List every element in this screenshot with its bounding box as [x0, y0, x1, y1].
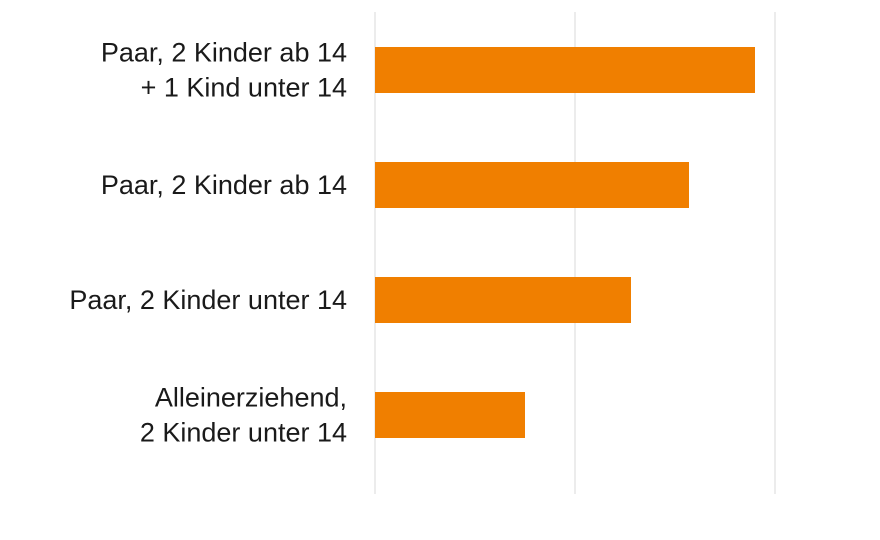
- category-label: Paar, 2 Kinder unter 14: [69, 285, 347, 315]
- category-label: 2 Kinder unter 14: [140, 418, 347, 448]
- bar: [375, 277, 631, 323]
- category-labels: Paar, 2 Kinder ab 14 + 1 Kind unter 14 Paa…: [69, 38, 347, 448]
- category-label: Alleinerziehend,: [155, 383, 347, 413]
- category-label: Paar, 2 Kinder ab 14: [101, 170, 347, 200]
- bar: [375, 162, 689, 208]
- bars: [375, 47, 755, 438]
- category-label: + 1 Kind unter 14: [141, 73, 347, 103]
- bar: [375, 47, 755, 93]
- category-label: Paar, 2 Kinder ab 14: [101, 38, 347, 68]
- bar: [375, 392, 525, 438]
